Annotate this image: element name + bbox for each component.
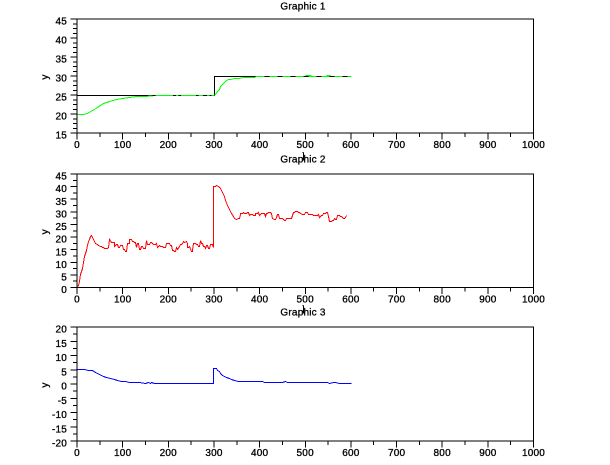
svg-text:y: y xyxy=(40,74,51,79)
svg-text:800: 800 xyxy=(434,295,452,306)
svg-text:700: 700 xyxy=(388,448,406,459)
svg-text:45: 45 xyxy=(55,17,67,28)
svg-text:0: 0 xyxy=(74,295,80,306)
svg-text:0: 0 xyxy=(74,140,80,151)
svg-text:-10: -10 xyxy=(52,410,67,421)
svg-text:25: 25 xyxy=(55,222,67,233)
svg-text:-5: -5 xyxy=(58,396,68,407)
svg-text:100: 100 xyxy=(114,140,132,151)
svg-text:1000: 1000 xyxy=(522,140,545,151)
svg-text:400: 400 xyxy=(251,295,269,306)
svg-text:200: 200 xyxy=(160,140,178,151)
svg-text:35: 35 xyxy=(55,55,67,66)
svg-text:25: 25 xyxy=(55,93,67,104)
svg-text:-20: -20 xyxy=(52,439,67,450)
svg-text:-15: -15 xyxy=(52,424,67,435)
svg-text:45: 45 xyxy=(55,172,67,183)
svg-text:900: 900 xyxy=(479,140,497,151)
svg-text:5: 5 xyxy=(61,367,67,378)
svg-text:300: 300 xyxy=(205,295,223,306)
svg-text:500: 500 xyxy=(297,295,315,306)
svg-text:600: 600 xyxy=(342,448,360,459)
svg-text:0: 0 xyxy=(74,448,80,459)
svg-text:800: 800 xyxy=(434,448,452,459)
svg-text:10: 10 xyxy=(55,260,67,271)
svg-text:40: 40 xyxy=(55,36,67,47)
svg-text:0: 0 xyxy=(61,382,67,393)
svg-text:0: 0 xyxy=(61,285,67,296)
svg-text:y: y xyxy=(40,229,51,234)
svg-text:600: 600 xyxy=(342,295,360,306)
svg-text:30: 30 xyxy=(55,74,67,85)
svg-text:Graphic 1: Graphic 1 xyxy=(280,2,325,13)
svg-text:100: 100 xyxy=(114,448,132,459)
svg-text:200: 200 xyxy=(160,295,178,306)
svg-text:1000: 1000 xyxy=(522,295,545,306)
svg-text:20: 20 xyxy=(55,112,67,123)
svg-text:400: 400 xyxy=(251,448,269,459)
svg-text:800: 800 xyxy=(434,140,452,151)
svg-text:y: y xyxy=(40,382,51,387)
svg-text:500: 500 xyxy=(297,448,315,459)
svg-text:20: 20 xyxy=(55,235,67,246)
svg-text:900: 900 xyxy=(479,448,497,459)
svg-text:400: 400 xyxy=(251,140,269,151)
svg-text:500: 500 xyxy=(297,140,315,151)
svg-text:300: 300 xyxy=(205,448,223,459)
svg-text:15: 15 xyxy=(55,247,67,258)
svg-text:200: 200 xyxy=(160,448,178,459)
svg-text:100: 100 xyxy=(114,295,132,306)
svg-text:5: 5 xyxy=(61,273,67,284)
svg-text:600: 600 xyxy=(342,140,360,151)
svg-text:900: 900 xyxy=(479,295,497,306)
svg-text:15: 15 xyxy=(55,339,67,350)
svg-text:700: 700 xyxy=(388,140,406,151)
svg-text:20: 20 xyxy=(55,325,67,336)
svg-text:1000: 1000 xyxy=(522,448,545,459)
svg-text:35: 35 xyxy=(55,197,67,208)
svg-text:40: 40 xyxy=(55,184,67,195)
svg-text:300: 300 xyxy=(205,140,223,151)
svg-text:15: 15 xyxy=(55,131,67,142)
svg-text:30: 30 xyxy=(55,209,67,220)
svg-text:10: 10 xyxy=(55,353,67,364)
svg-text:700: 700 xyxy=(388,295,406,306)
